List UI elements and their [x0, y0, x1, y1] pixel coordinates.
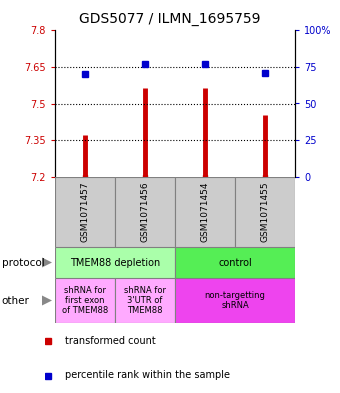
Polygon shape — [42, 296, 52, 305]
Text: GSM1071457: GSM1071457 — [81, 182, 89, 242]
Polygon shape — [42, 257, 52, 268]
Text: protocol: protocol — [2, 257, 45, 268]
Text: GSM1071455: GSM1071455 — [260, 182, 270, 242]
Bar — [55, 278, 115, 323]
Text: shRNA for
3'UTR of
TMEM88: shRNA for 3'UTR of TMEM88 — [124, 286, 166, 316]
Bar — [55, 247, 175, 278]
Bar — [235, 177, 295, 247]
Text: control: control — [218, 257, 252, 268]
Text: non-targetting
shRNA: non-targetting shRNA — [205, 291, 266, 310]
Text: GSM1071454: GSM1071454 — [201, 182, 209, 242]
Bar — [175, 177, 235, 247]
Bar — [175, 278, 295, 323]
Text: other: other — [2, 296, 30, 305]
Bar — [115, 278, 175, 323]
Text: shRNA for
first exon
of TMEM88: shRNA for first exon of TMEM88 — [62, 286, 108, 316]
Text: TMEM88 depletion: TMEM88 depletion — [70, 257, 160, 268]
Bar — [115, 177, 175, 247]
Bar — [55, 177, 115, 247]
Bar — [175, 247, 295, 278]
Text: GSM1071456: GSM1071456 — [140, 182, 150, 242]
Text: transformed count: transformed count — [65, 336, 156, 345]
Text: percentile rank within the sample: percentile rank within the sample — [65, 371, 230, 380]
Text: GDS5077 / ILMN_1695759: GDS5077 / ILMN_1695759 — [79, 12, 261, 26]
